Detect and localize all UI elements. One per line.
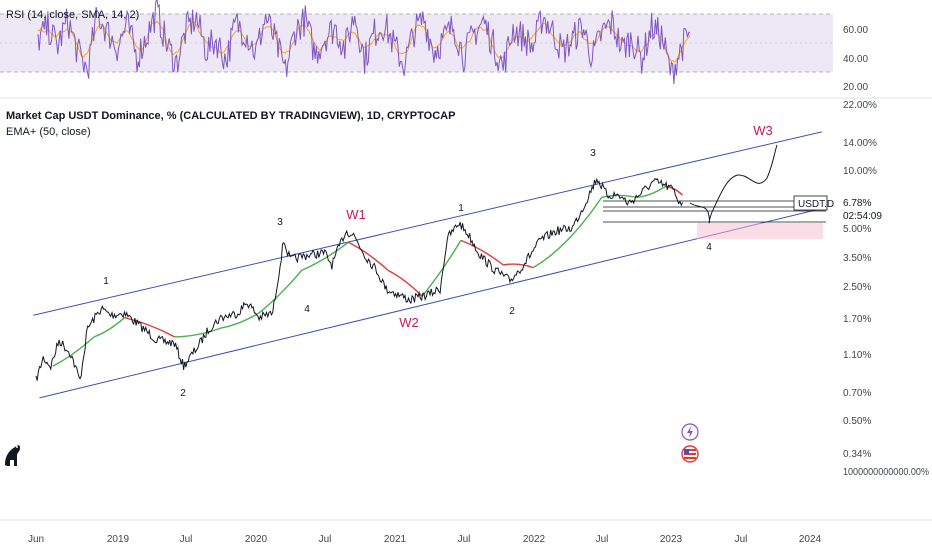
wave-label-4a: 4 bbox=[304, 304, 310, 315]
wave-label-w1: W1 bbox=[346, 207, 366, 222]
x-tick-2024: 2024 bbox=[799, 534, 822, 545]
price-tag[interactable]: USDT.D 6.78% 02:54:09 bbox=[793, 195, 882, 222]
channel-upper-line[interactable] bbox=[33, 131, 822, 316]
x-tick-jul-2019: Jul bbox=[180, 534, 193, 545]
y-tick-1-1: 1.10% bbox=[843, 350, 871, 361]
wave-label-2b: 2 bbox=[509, 306, 515, 317]
lightning-icon[interactable] bbox=[681, 423, 699, 441]
y-tick-1-7: 1.70% bbox=[843, 314, 871, 325]
x-tick-2019: 2019 bbox=[107, 534, 130, 545]
rsi-tick-20: 20.00 bbox=[843, 82, 868, 93]
target-zone[interactable] bbox=[697, 223, 823, 239]
y-tick-22: 22.00% bbox=[843, 100, 877, 111]
price-tag-symbol: USDT.D bbox=[798, 199, 834, 210]
y-tick-10: 10.00% bbox=[843, 166, 877, 177]
wave-label-3a: 3 bbox=[277, 217, 283, 228]
y-tick-3-5: 3.50% bbox=[843, 253, 871, 264]
us-flag-icon[interactable] bbox=[681, 445, 699, 463]
x-tick-2023: 2023 bbox=[660, 534, 683, 545]
wave-label-1b: 1 bbox=[458, 203, 464, 214]
y-tick-5: 5.00% bbox=[843, 224, 871, 235]
x-tick-jul-2022: Jul bbox=[596, 534, 609, 545]
y-tick-big: 1000000000000.00% bbox=[843, 467, 929, 478]
y-tick-0-7: 0.70% bbox=[843, 388, 871, 399]
price-tag-countdown: 02:54:09 bbox=[843, 211, 882, 222]
wave-label-4b: 4 bbox=[706, 242, 712, 253]
channel-lower-line[interactable] bbox=[39, 208, 822, 399]
rsi-indicator-label[interactable]: RSI (14, close, SMA, 14, 2) bbox=[6, 9, 140, 21]
wave-label-w3: W3 bbox=[753, 123, 773, 138]
x-tick-jul-2020: Jul bbox=[319, 534, 332, 545]
rsi-ma-line bbox=[37, 20, 691, 63]
chart-title[interactable]: Market Cap USDT Dominance, % (CALCULATED… bbox=[6, 110, 456, 122]
price-axis[interactable]: 22.00% 14.00% 10.00% 5.00% 3.50% 2.50% 1… bbox=[843, 100, 929, 478]
rsi-line bbox=[37, 0, 691, 85]
wave-label-w2: W2 bbox=[399, 315, 419, 330]
rsi-tick-60: 60.00 bbox=[843, 25, 868, 36]
x-tick-jun: Jun bbox=[28, 534, 44, 545]
y-tick-0-5: 0.50% bbox=[843, 416, 871, 427]
wave-label-1a: 1 bbox=[103, 276, 109, 287]
x-tick-2020: 2020 bbox=[245, 534, 268, 545]
x-tick-2021: 2021 bbox=[384, 534, 407, 545]
wave-label-2a: 2 bbox=[180, 388, 186, 399]
x-tick-jul-2023: Jul bbox=[735, 534, 748, 545]
ema-indicator-label[interactable]: EMA+ (50, close) bbox=[6, 126, 91, 138]
x-tick-2022: 2022 bbox=[523, 534, 546, 545]
ema-line-down bbox=[124, 185, 683, 338]
y-tick-14: 14.00% bbox=[843, 138, 877, 149]
forecast-path[interactable] bbox=[689, 144, 778, 224]
y-tick-0-34: 0.34% bbox=[843, 449, 871, 460]
price-tag-value: 6.78% bbox=[843, 198, 871, 209]
tradingview-logo-icon bbox=[5, 445, 20, 466]
wave-label-3b: 3 bbox=[590, 148, 596, 159]
channel-lines[interactable] bbox=[33, 131, 822, 399]
y-tick-2-5: 2.50% bbox=[843, 282, 871, 293]
x-tick-jul-2021: Jul bbox=[458, 534, 471, 545]
time-axis[interactable]: Jun 2019 Jul 2020 Jul 2021 Jul 2022 Jul … bbox=[28, 534, 822, 545]
price-line bbox=[35, 177, 683, 381]
rsi-tick-40: 40.00 bbox=[843, 54, 868, 65]
